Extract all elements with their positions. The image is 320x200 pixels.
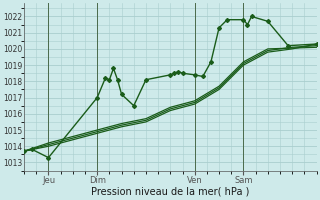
X-axis label: Pression niveau de la mer( hPa ): Pression niveau de la mer( hPa ) xyxy=(91,187,250,197)
